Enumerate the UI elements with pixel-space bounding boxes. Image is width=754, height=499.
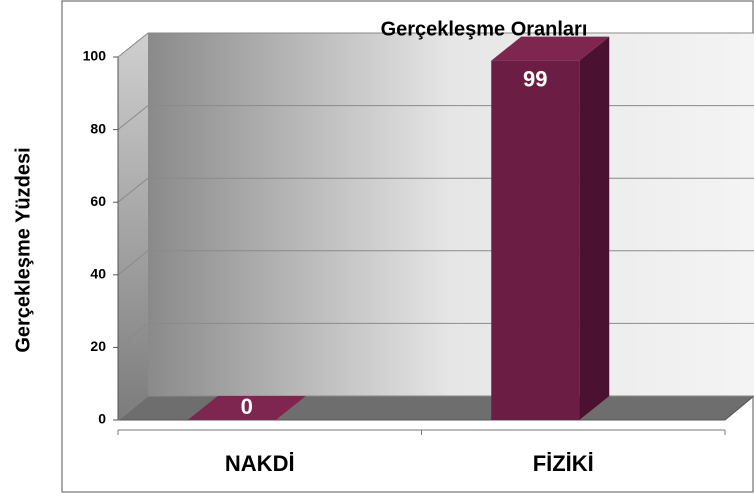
bar — [491, 60, 580, 420]
value-label: 0 — [241, 394, 253, 419]
grid-line — [117, 323, 149, 348]
grid-line — [117, 177, 149, 203]
bar-top — [187, 396, 306, 420]
x-tick-label: FİZİKİ — [533, 451, 594, 476]
y-tick-label: 80 — [90, 120, 106, 136]
y-tick-label: 60 — [90, 193, 106, 209]
grid-line — [117, 32, 149, 58]
y-tick-label: 40 — [90, 266, 106, 282]
grid-line — [117, 105, 149, 130]
back-wall — [148, 33, 754, 396]
x-tick-label: NAKDİ — [225, 451, 295, 476]
bar-top — [491, 36, 610, 61]
chart-title: Gerçekleşme Oranları — [381, 18, 588, 40]
bar-side — [579, 36, 610, 420]
y-tick-label: 0 — [98, 411, 106, 427]
value-label: 99 — [523, 66, 547, 91]
grid-line — [117, 395, 149, 421]
y-tick-label: 100 — [83, 48, 107, 64]
side-wall — [118, 33, 148, 420]
y-tick-label: 20 — [90, 338, 106, 354]
y-axis-label: Gerçekleşme Yüzdesi — [12, 147, 34, 352]
grid-line — [117, 250, 149, 276]
